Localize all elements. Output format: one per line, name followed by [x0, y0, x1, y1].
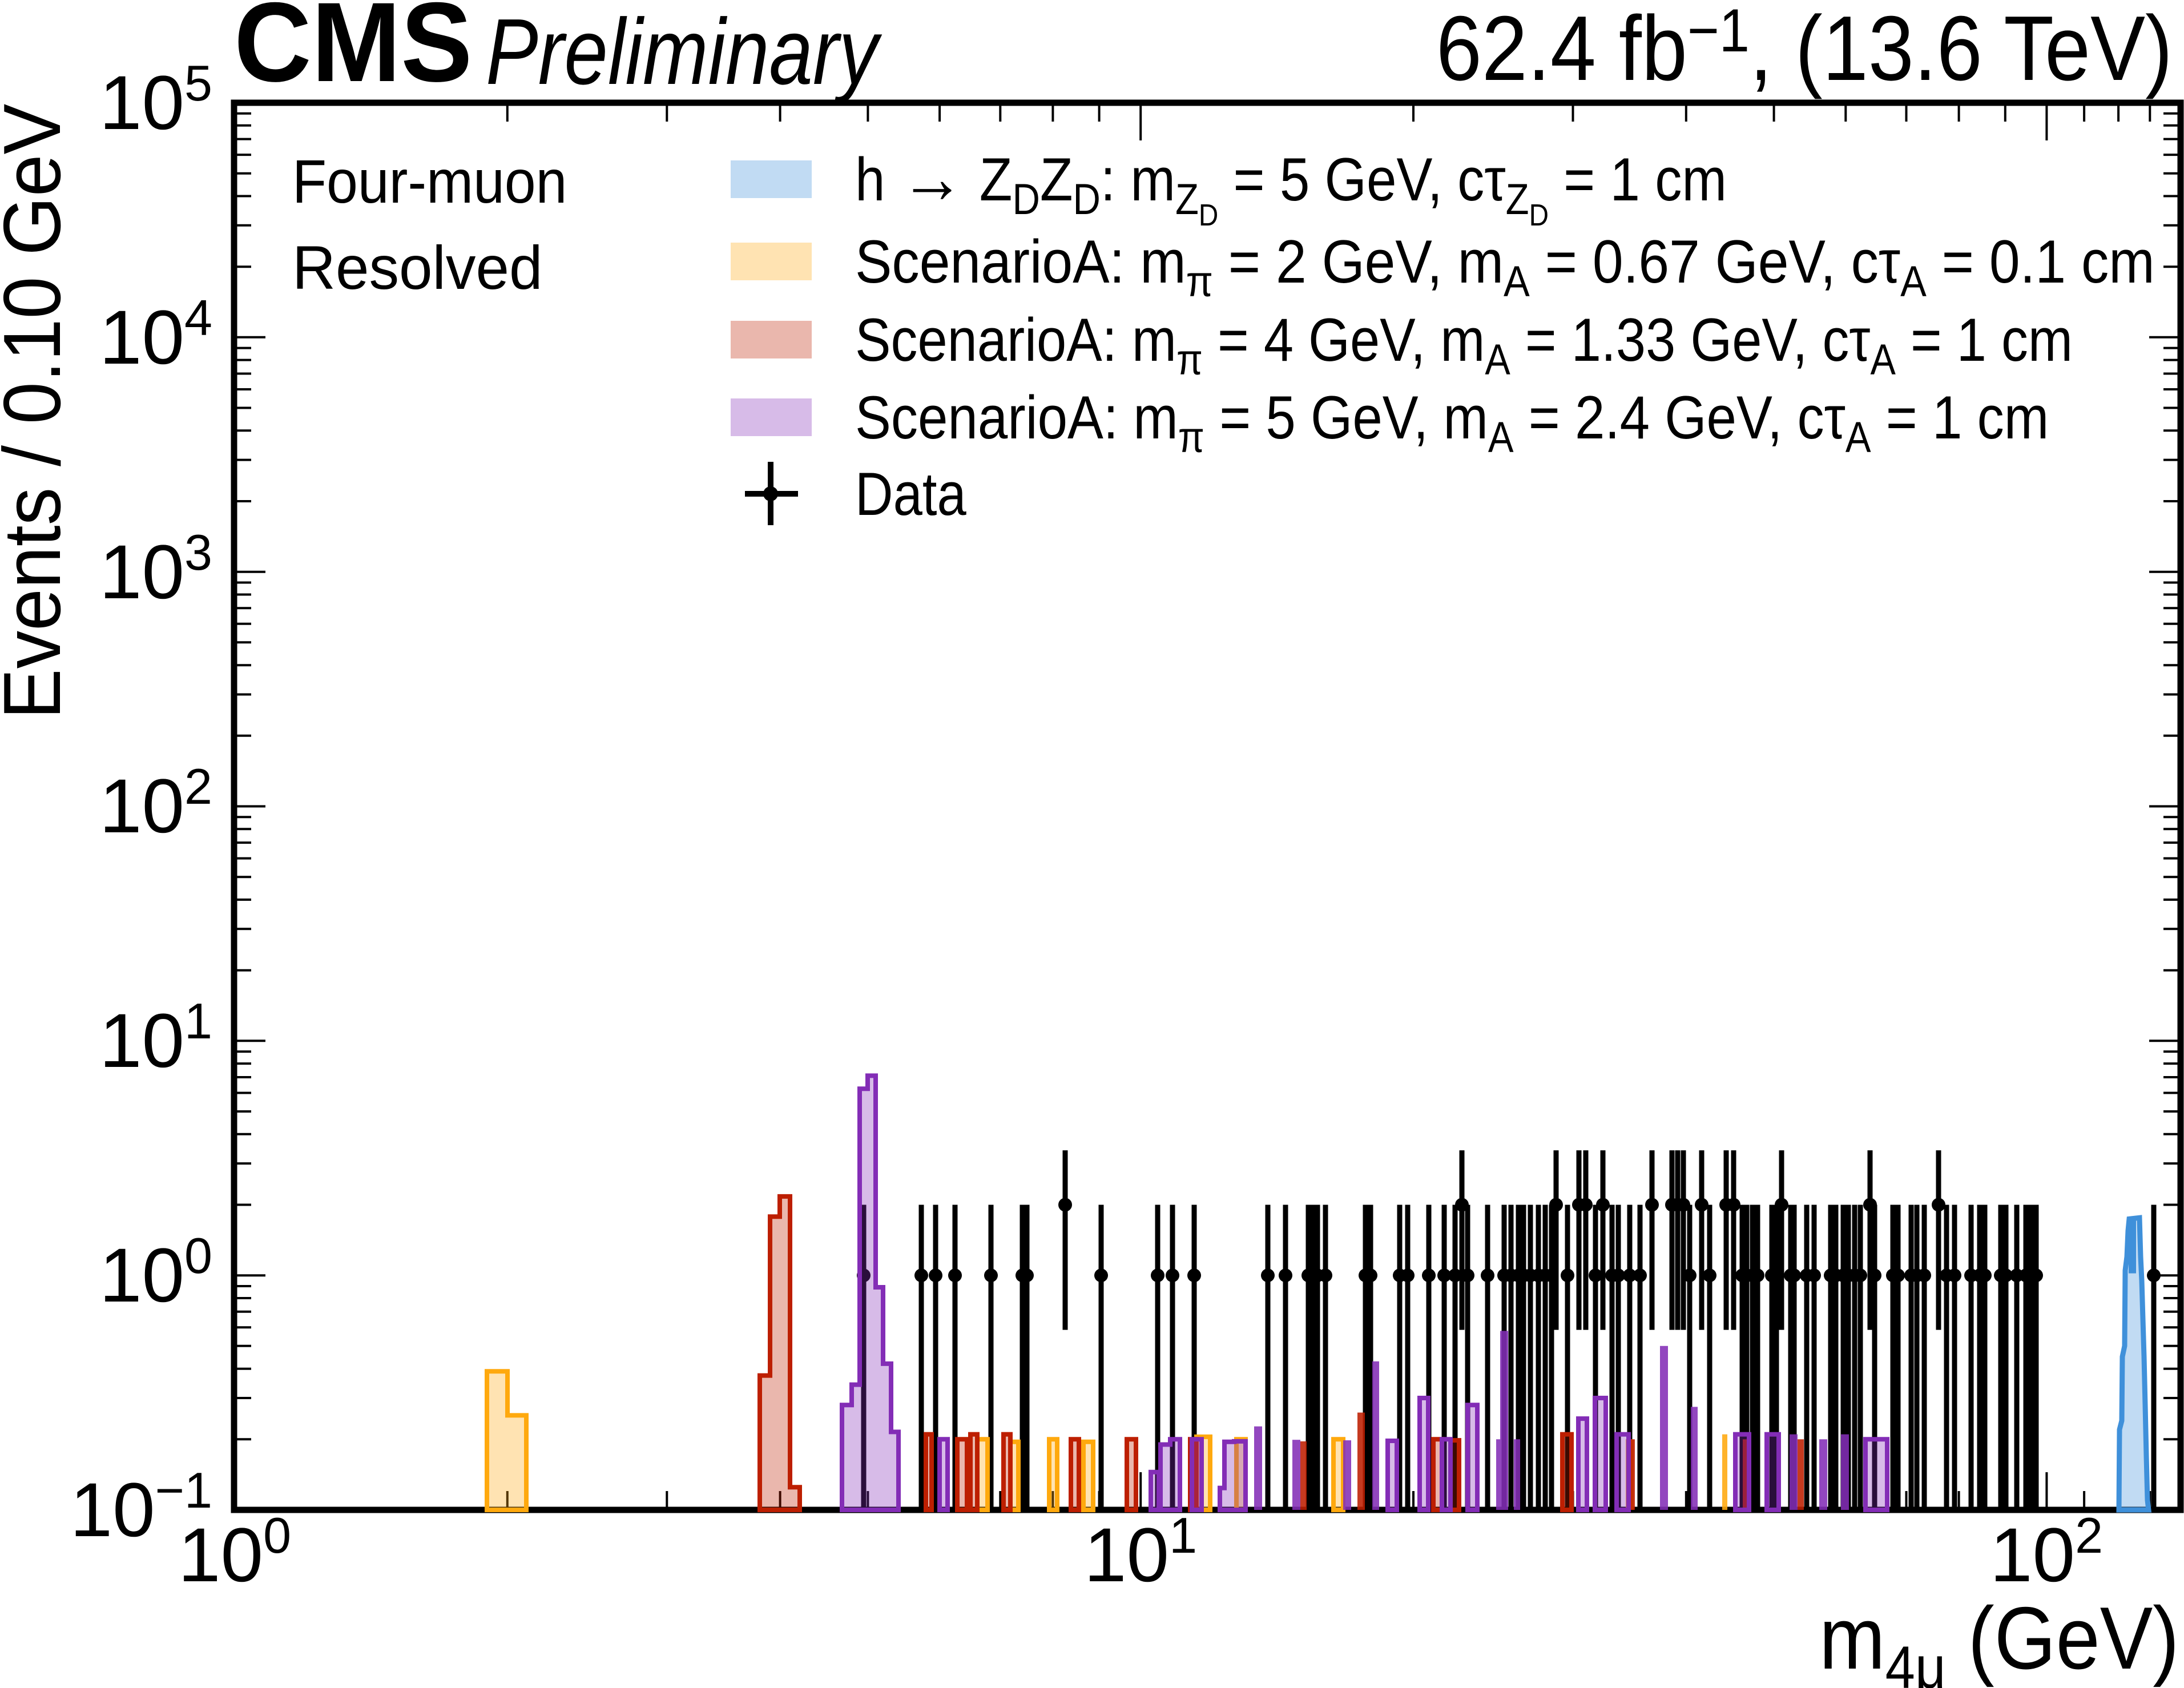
svg-text:62.4 fb−1, (13.6 TeV): 62.4 fb−1, (13.6 TeV) [1436, 0, 2173, 100]
svg-text:Four-muon: Four-muon [292, 147, 567, 216]
svg-text:Resolved: Resolved [292, 233, 542, 303]
svg-text:CMS: CMS [234, 0, 473, 105]
svg-text:Preliminary: Preliminary [486, 0, 883, 104]
svg-text:ScenarioA: mπ = 4 GeV, mA = 1.: ScenarioA: mπ = 4 GeV, mA = 1.33 GeV, cτ… [855, 306, 2073, 384]
svg-text:Events / 0.10 GeV: Events / 0.10 GeV [0, 104, 78, 719]
svg-text:m4μ (GeV): m4μ (GeV) [1819, 1589, 2179, 1688]
svg-text:Data: Data [855, 461, 966, 529]
